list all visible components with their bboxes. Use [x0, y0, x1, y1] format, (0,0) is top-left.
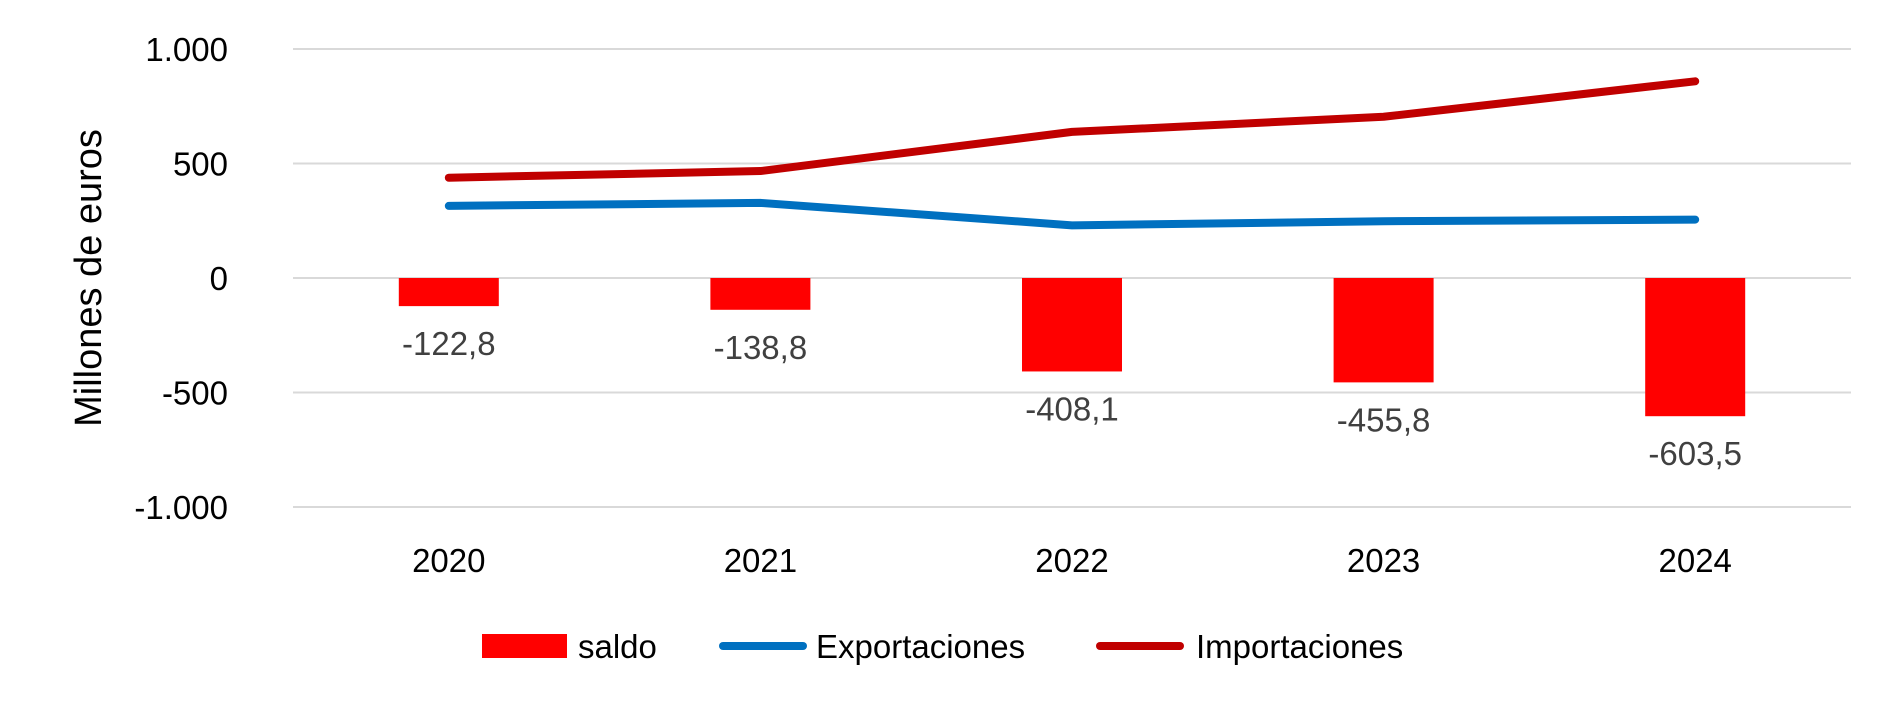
x-tick-label: 2024 [1658, 542, 1731, 579]
bar-saldo-2022 [1022, 278, 1122, 372]
bar-saldo-2024 [1645, 278, 1746, 417]
y-axis-ticks: 1.000 500 0 -500 -1.000 [134, 31, 228, 526]
y-tick-label: 1.000 [145, 31, 228, 68]
data-labels: -122,8 -138,8 -408,1 -455,8 -603,5 [402, 325, 1742, 472]
y-tick-label: 0 [210, 260, 228, 297]
x-tick-label: 2021 [724, 542, 797, 579]
data-label-saldo-2020: -122,8 [402, 325, 496, 362]
data-label-saldo-2023: -455,8 [1337, 401, 1431, 438]
data-label-saldo-2022: -408,1 [1025, 390, 1119, 427]
x-tick-label: 2022 [1035, 542, 1108, 579]
y-tick-label: -1.000 [134, 489, 228, 526]
bar-saldo-2020 [398, 278, 499, 307]
bar-saldo-2021 [710, 278, 811, 310]
y-tick-label: 500 [173, 146, 228, 183]
data-label-saldo-2024: -603,5 [1648, 435, 1742, 472]
line-importaciones [444, 77, 1700, 182]
line-exportaciones [444, 198, 1700, 230]
series-lines [444, 77, 1700, 230]
y-tick-label: -500 [162, 375, 228, 412]
y-axis-title: Millones de euros [68, 129, 110, 427]
legend-label-saldo: saldo [578, 628, 657, 665]
x-tick-label: 2023 [1347, 542, 1420, 579]
x-tick-label: 2020 [412, 542, 485, 579]
legend-label-exportaciones: Exportaciones [816, 628, 1025, 665]
legend-label-importaciones: Importaciones [1196, 628, 1403, 665]
bars-saldo [398, 278, 1746, 417]
bar-saldo-2023 [1333, 278, 1434, 383]
legend: saldo Exportaciones Importaciones [482, 628, 1403, 665]
x-axis-ticks: 2020 2021 2022 2023 2024 [412, 542, 1732, 579]
data-label-saldo-2021: -138,8 [714, 329, 808, 366]
legend-key-saldo [482, 634, 567, 658]
